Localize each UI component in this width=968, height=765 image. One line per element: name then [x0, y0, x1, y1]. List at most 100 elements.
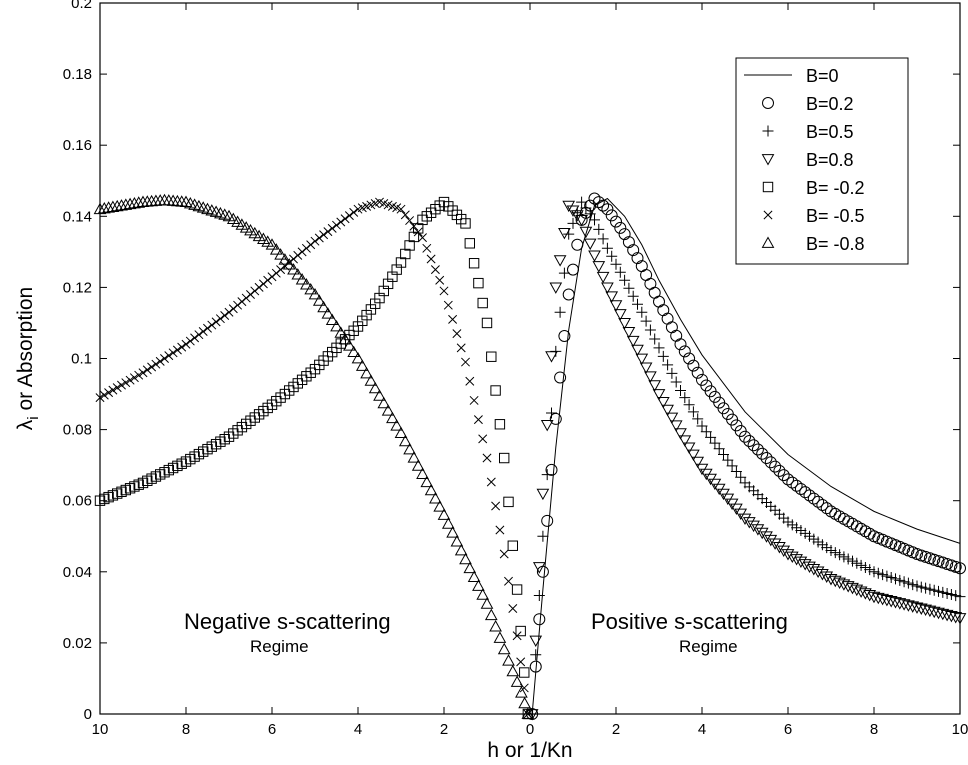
data-point	[215, 314, 225, 324]
data-point	[511, 584, 523, 595]
data-point	[910, 602, 924, 614]
data-point	[386, 411, 399, 424]
data-point	[747, 520, 760, 533]
data-point	[631, 344, 644, 357]
data-point	[622, 326, 636, 339]
data-point	[804, 530, 815, 542]
data-point	[405, 216, 415, 226]
data-point	[683, 399, 695, 411]
data-point	[807, 492, 820, 505]
data-point	[884, 596, 898, 608]
data-point	[786, 476, 799, 489]
data-point	[512, 631, 522, 641]
data-point	[558, 227, 571, 240]
data-point	[949, 612, 963, 624]
data-point	[687, 406, 699, 418]
data-point	[473, 415, 483, 425]
data-point	[936, 608, 950, 621]
series-line-b0	[531, 197, 961, 715]
data-point	[381, 404, 395, 416]
data-point	[782, 516, 794, 528]
data-point	[529, 660, 542, 673]
data-point	[476, 588, 490, 600]
legend-marker-icon	[763, 210, 773, 220]
data-point	[291, 268, 305, 280]
x-tick-label: 6	[784, 721, 792, 738]
legend-marker-icon	[762, 125, 774, 137]
data-point	[117, 380, 126, 390]
data-point	[889, 597, 902, 609]
data-point	[859, 588, 872, 600]
legend-label: B=0.5	[806, 122, 854, 142]
data-point	[816, 539, 828, 551]
data-point	[769, 460, 782, 473]
legend-label: B=0	[806, 66, 839, 86]
data-point	[626, 335, 640, 348]
data-point	[872, 567, 884, 579]
data-point	[477, 297, 488, 309]
y-tick-label: 0.1	[71, 351, 92, 368]
data-point	[541, 514, 554, 527]
data-point	[670, 376, 682, 388]
legend-marker-icon	[761, 236, 775, 248]
data-point	[533, 590, 545, 601]
data-point	[529, 635, 543, 648]
data-point	[678, 435, 692, 447]
data-point	[618, 228, 631, 241]
data-point	[269, 243, 283, 255]
data-point	[588, 192, 601, 205]
y-axis-label: λi or Absorption	[14, 287, 42, 430]
data-point	[314, 233, 324, 243]
legend-marker-icon	[761, 154, 775, 166]
data-point	[812, 536, 824, 548]
data-point	[533, 613, 546, 626]
data-point	[747, 439, 760, 452]
data-point	[416, 467, 429, 479]
data-point	[472, 579, 485, 591]
data-point	[829, 507, 842, 520]
data-point	[833, 510, 846, 523]
data-point	[718, 448, 729, 460]
data-point	[588, 250, 601, 262]
data-point	[735, 471, 747, 483]
data-point	[669, 420, 683, 432]
data-point	[460, 218, 471, 229]
data-point	[863, 527, 876, 540]
data-point	[108, 385, 118, 395]
data-point	[336, 217, 346, 227]
data-point	[696, 420, 708, 432]
data-point	[871, 592, 885, 605]
data-point	[481, 317, 493, 329]
x-axis-label: h or 1/Kn	[487, 739, 572, 762]
data-point	[841, 581, 855, 593]
data-point	[407, 451, 421, 463]
y-tick-label: 0.12	[63, 279, 92, 296]
data-point	[254, 282, 264, 292]
data-point	[824, 574, 838, 586]
data-point	[940, 609, 954, 622]
series-triangle-down	[525, 200, 967, 721]
data-point	[941, 587, 953, 599]
data-point	[678, 345, 691, 358]
data-point	[293, 250, 303, 260]
data-point	[409, 221, 419, 231]
data-point	[155, 356, 165, 366]
y-axis-label-subscript: i	[25, 416, 42, 419]
data-point	[554, 371, 567, 384]
data-point	[360, 366, 373, 379]
data-point	[400, 248, 411, 260]
data-point	[610, 215, 622, 228]
data-point	[207, 320, 217, 330]
data-point	[632, 298, 643, 310]
data-point	[842, 553, 854, 565]
data-point	[112, 383, 122, 393]
data-point	[649, 333, 661, 345]
data-point	[890, 573, 901, 585]
data-point	[246, 290, 255, 299]
data-point	[920, 582, 932, 594]
data-point	[914, 603, 928, 615]
data-point	[441, 517, 455, 529]
data-point	[795, 525, 807, 537]
data-point	[709, 437, 721, 449]
data-point	[317, 300, 330, 313]
